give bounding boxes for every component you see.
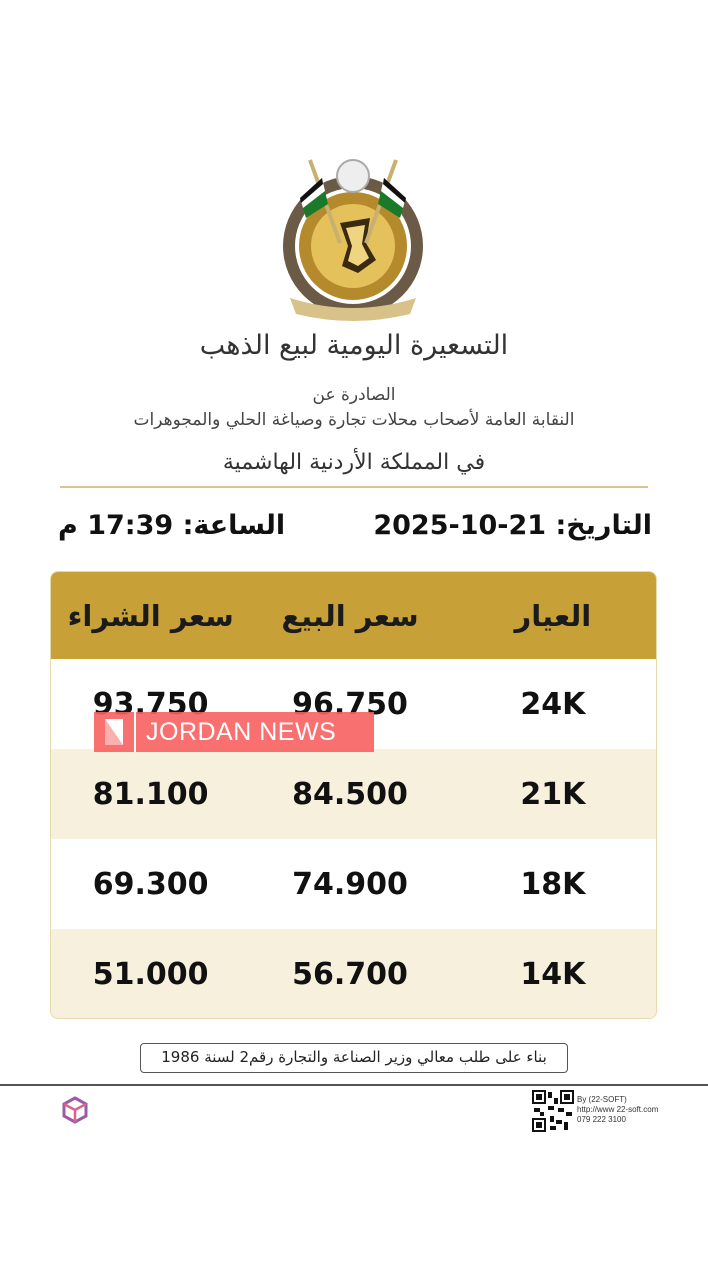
issued-by-label: الصادرة عن xyxy=(312,385,396,405)
jordan-news-watermark: JORDAN NEWS xyxy=(94,712,374,752)
credit-website: http://www 22-soft.com xyxy=(577,1105,659,1114)
date-time-row: التاريخ: 21-10-2025 الساعة: 17:39 م xyxy=(58,510,652,541)
karat-cell: 18K xyxy=(520,866,586,902)
buy-price-cell: 69.300 xyxy=(92,866,209,902)
date-value: 21-10-2025 xyxy=(373,510,547,541)
gold-price-table: العيار سعر البيع سعر الشراء 24K 96.750 9… xyxy=(50,571,657,1019)
table-header: العيار سعر البيع سعر الشراء xyxy=(51,572,656,659)
divider xyxy=(60,486,648,488)
issuer-name: النقابة العامة لأصحاب محلات تجارة وصياغة… xyxy=(133,410,575,430)
jordan-news-logo-icon xyxy=(94,712,136,752)
watermark-text: JORDAN NEWS xyxy=(146,717,337,746)
table-row: 14K 56.700 51.000 xyxy=(51,929,656,1018)
date-field: التاريخ: 21-10-2025 xyxy=(373,510,652,541)
credit-line: By (22-SOFT) xyxy=(577,1095,627,1104)
date-label: التاريخ: xyxy=(555,510,653,541)
qr-code-icon xyxy=(532,1090,574,1132)
sell-price-cell: 84.500 xyxy=(292,776,408,812)
credit-phone: 079 222 3100 xyxy=(577,1115,626,1124)
column-header-buy-price: سعر الشراء xyxy=(67,598,234,633)
karat-cell: 21K xyxy=(520,776,586,812)
union-emblem-logo xyxy=(283,159,423,321)
developer-credit: By (22-SOFT) http://www 22-soft.com 079 … xyxy=(577,1095,658,1125)
22-soft-cube-icon xyxy=(62,1096,88,1124)
buy-price-cell: 51.000 xyxy=(92,956,209,992)
column-header-karat: العيار xyxy=(514,598,592,633)
time-field: الساعة: 17:39 م xyxy=(58,510,285,541)
karat-cell: 24K xyxy=(520,686,586,722)
table-row: 18K 74.900 69.300 xyxy=(51,839,656,929)
sell-price-cell: 74.900 xyxy=(292,866,408,902)
sell-price-cell: 56.700 xyxy=(292,956,408,992)
ministerial-note: بناء على طلب معالي وزير الصناعة والتجارة… xyxy=(140,1043,568,1073)
country-name: في المملكة الأردنية الهاشمية xyxy=(222,450,486,475)
buy-price-cell: 81.100 xyxy=(92,776,209,812)
karat-cell: 14K xyxy=(520,956,586,992)
time-value: 17:39 م xyxy=(58,510,174,541)
table-row: 21K 84.500 81.100 xyxy=(51,749,656,839)
page-title: التسعيرة اليومية لبيع الذهب xyxy=(199,330,509,361)
column-header-sell-price: سعر البيع xyxy=(281,598,419,633)
footer-divider xyxy=(0,1084,708,1086)
time-label: الساعة: xyxy=(182,510,286,541)
